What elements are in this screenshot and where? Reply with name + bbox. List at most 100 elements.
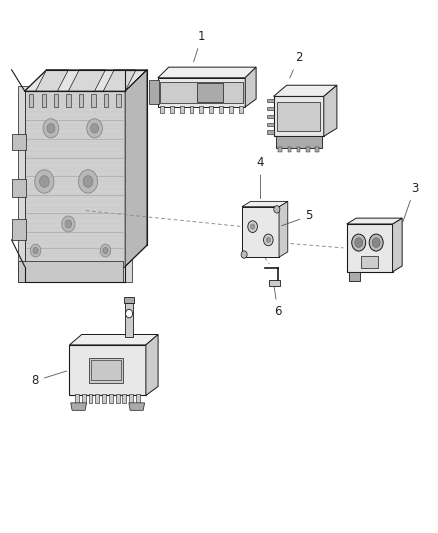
- Polygon shape: [71, 403, 86, 410]
- Polygon shape: [18, 261, 123, 282]
- Bar: [42, 94, 46, 107]
- Circle shape: [251, 224, 255, 229]
- Polygon shape: [25, 70, 147, 91]
- Circle shape: [372, 238, 380, 247]
- Bar: [91, 360, 120, 380]
- Circle shape: [30, 244, 41, 257]
- Circle shape: [241, 251, 247, 259]
- Bar: [160, 106, 164, 114]
- Text: 6: 6: [274, 286, 282, 318]
- Bar: [190, 106, 194, 114]
- Bar: [197, 83, 223, 102]
- Polygon shape: [242, 207, 279, 257]
- Polygon shape: [12, 219, 26, 240]
- Polygon shape: [274, 96, 324, 136]
- Polygon shape: [18, 86, 132, 282]
- Bar: [297, 147, 300, 152]
- Text: 1: 1: [194, 30, 205, 62]
- Circle shape: [100, 244, 111, 257]
- Polygon shape: [245, 67, 256, 107]
- Circle shape: [35, 169, 54, 193]
- Circle shape: [91, 124, 99, 133]
- Polygon shape: [279, 201, 288, 257]
- Bar: [268, 131, 275, 134]
- Polygon shape: [68, 70, 106, 91]
- Circle shape: [43, 119, 59, 138]
- Bar: [136, 394, 140, 403]
- Polygon shape: [25, 91, 125, 266]
- Bar: [239, 106, 243, 114]
- Polygon shape: [70, 335, 158, 345]
- Circle shape: [62, 216, 75, 232]
- Bar: [361, 256, 378, 268]
- Bar: [180, 106, 184, 114]
- Bar: [67, 94, 71, 107]
- Polygon shape: [12, 134, 26, 150]
- Polygon shape: [276, 136, 321, 148]
- Bar: [54, 94, 58, 107]
- Circle shape: [39, 175, 49, 187]
- Bar: [315, 147, 319, 152]
- Polygon shape: [347, 224, 392, 272]
- Bar: [170, 106, 174, 114]
- Polygon shape: [103, 70, 136, 91]
- Polygon shape: [125, 70, 147, 266]
- Bar: [123, 394, 127, 403]
- Polygon shape: [125, 303, 133, 337]
- Circle shape: [83, 175, 93, 187]
- Bar: [129, 394, 133, 403]
- Circle shape: [87, 119, 102, 138]
- Polygon shape: [35, 70, 68, 91]
- Bar: [82, 394, 86, 403]
- Polygon shape: [146, 335, 158, 395]
- Bar: [160, 82, 243, 103]
- Bar: [209, 106, 213, 114]
- Circle shape: [352, 234, 366, 251]
- Text: 3: 3: [403, 182, 418, 221]
- Circle shape: [266, 237, 271, 243]
- Bar: [117, 94, 121, 107]
- Bar: [306, 147, 310, 152]
- Bar: [102, 394, 106, 403]
- Bar: [219, 106, 223, 114]
- Polygon shape: [324, 85, 337, 136]
- Polygon shape: [349, 272, 360, 281]
- Circle shape: [369, 234, 383, 251]
- Bar: [279, 147, 282, 152]
- Circle shape: [47, 124, 55, 133]
- Polygon shape: [12, 179, 26, 197]
- Bar: [88, 358, 123, 383]
- Bar: [199, 106, 203, 114]
- Bar: [277, 102, 320, 131]
- Text: 5: 5: [282, 209, 313, 225]
- Polygon shape: [392, 218, 402, 272]
- Circle shape: [248, 221, 258, 232]
- Polygon shape: [158, 78, 245, 107]
- Bar: [149, 80, 159, 104]
- Bar: [29, 94, 33, 107]
- Polygon shape: [70, 345, 146, 395]
- Polygon shape: [274, 85, 337, 96]
- Bar: [92, 94, 96, 107]
- Bar: [288, 147, 291, 152]
- Circle shape: [355, 238, 363, 247]
- Polygon shape: [242, 201, 288, 207]
- Circle shape: [33, 247, 38, 254]
- Bar: [268, 123, 275, 126]
- Text: 8: 8: [32, 371, 67, 387]
- Bar: [109, 394, 113, 403]
- Bar: [88, 394, 92, 403]
- Circle shape: [264, 234, 273, 246]
- Bar: [268, 115, 275, 118]
- Circle shape: [126, 309, 133, 318]
- Bar: [269, 280, 280, 286]
- Polygon shape: [347, 218, 402, 224]
- Bar: [268, 99, 275, 102]
- Bar: [75, 394, 79, 403]
- Bar: [229, 106, 233, 114]
- Polygon shape: [158, 67, 256, 78]
- Bar: [116, 394, 120, 403]
- Bar: [104, 94, 108, 107]
- Text: 2: 2: [290, 52, 302, 78]
- Bar: [268, 107, 275, 110]
